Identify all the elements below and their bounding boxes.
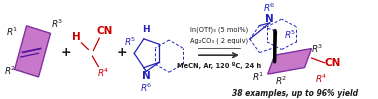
Text: $R^1$: $R^1$: [251, 71, 264, 83]
Text: H: H: [72, 32, 81, 42]
Text: Ag₂CO₃ ( 2 equiv): Ag₂CO₃ ( 2 equiv): [190, 38, 248, 44]
Text: $R^3$: $R^3$: [311, 42, 324, 55]
Text: $R^2$: $R^2$: [276, 75, 288, 87]
Text: In(OTf)₃ (5 mol%): In(OTf)₃ (5 mol%): [190, 26, 248, 33]
Text: $R^5$: $R^5$: [284, 28, 296, 40]
Text: H: H: [143, 25, 150, 34]
Text: $R^6$: $R^6$: [140, 81, 152, 94]
Text: $R^1$: $R^1$: [6, 25, 18, 38]
Text: $R^6$: $R^6$: [263, 2, 276, 14]
Text: CN: CN: [96, 26, 113, 36]
Text: +: +: [60, 46, 71, 59]
Text: N: N: [265, 14, 274, 24]
Text: +: +: [117, 46, 127, 59]
Text: $R^2$: $R^2$: [4, 65, 16, 78]
Polygon shape: [274, 32, 277, 62]
Polygon shape: [15, 26, 51, 77]
Text: CN: CN: [324, 58, 341, 68]
Text: N: N: [142, 71, 150, 81]
Text: $R^5$: $R^5$: [124, 36, 136, 48]
Text: 38 examples, up to 96% yield: 38 examples, up to 96% yield: [232, 89, 358, 98]
Text: $R^3$: $R^3$: [51, 18, 63, 30]
Text: $R^4$: $R^4$: [315, 73, 328, 85]
Text: $R^4$: $R^4$: [97, 67, 110, 79]
Text: MeCN, Ar, 120 ºC, 24 h: MeCN, Ar, 120 ºC, 24 h: [177, 62, 261, 69]
Polygon shape: [268, 49, 311, 74]
